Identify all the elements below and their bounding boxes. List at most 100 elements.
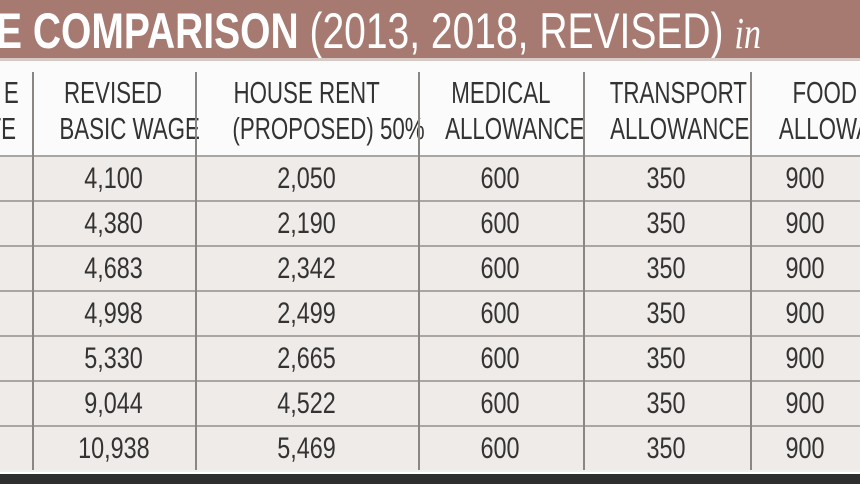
column-header-line1: MEDICAL — [450, 75, 551, 110]
cell-value: 350 — [646, 252, 687, 285]
column-header: ETE — [0, 75, 32, 147]
column-divider — [583, 72, 585, 470]
cell-value: 5,330 — [84, 342, 143, 375]
table-cell: 10,938 — [32, 431, 195, 467]
column-header: REVISED BASIC WAGE — [32, 75, 200, 147]
cell-value: 350 — [646, 297, 687, 330]
table-cell: 600 — [418, 431, 583, 467]
cell-value: 2,190 — [277, 207, 336, 240]
column-header-line2: ALLOWA — [778, 111, 860, 146]
table-row: 4,100 2,050 600 350 900 — [0, 155, 860, 200]
table-cell: 2,050 — [195, 161, 418, 197]
cell-value: 600 — [480, 252, 521, 285]
cell-value: 600 — [480, 162, 521, 195]
column-header-line2: ALLOWANCE — [445, 111, 585, 146]
cell-value: 4,998 — [84, 297, 143, 330]
cell-value: 2,342 — [277, 252, 336, 285]
cell-value: 600 — [480, 387, 521, 420]
cell-value: 900 — [785, 162, 825, 195]
column-header-line2: ALLOWANCE — [610, 111, 750, 146]
title-years: (2013, 2018, REVISED) — [309, 3, 724, 58]
table-cell: 5,469 — [195, 431, 418, 467]
column-header-line1: TRANSPORT — [609, 75, 747, 110]
table-cell: 600 — [418, 251, 583, 287]
cell-value: 350 — [646, 387, 687, 420]
table-row: 5,330 2,665 600 350 900 — [0, 335, 860, 380]
table-cell: 9,044 — [32, 386, 195, 422]
table-cell: 5,330 — [32, 341, 195, 377]
column-header-line1: FOOD — [792, 75, 858, 110]
column-header-line1: REVISED — [64, 75, 163, 110]
table-cell: 4,380 — [32, 206, 195, 242]
bottom-bar — [0, 472, 860, 484]
cell-value: 600 — [480, 342, 521, 375]
table-cell: 350 — [583, 206, 750, 242]
table-cell: 350 — [583, 431, 750, 467]
table-cell: 900 — [750, 206, 860, 242]
table-cell: 2,190 — [195, 206, 418, 242]
cell-value: 4,100 — [84, 162, 143, 195]
cell-value: 2,665 — [277, 342, 336, 375]
table-row: 4,683 2,342 600 350 900 — [0, 245, 860, 290]
table-cell: 4,100 — [32, 161, 195, 197]
cell-value: 900 — [785, 432, 825, 465]
table-cell: 900 — [750, 161, 860, 197]
table-title: E COMPARISON (2013, 2018, REVISED) in — [0, 0, 860, 58]
table-cell: 4,522 — [195, 386, 418, 422]
column-divider — [32, 72, 34, 470]
cell-value: 900 — [785, 252, 825, 285]
cell-value: 4,683 — [84, 252, 143, 285]
table-cell: 4,998 — [32, 296, 195, 332]
cell-value: 350 — [646, 432, 687, 465]
cell-value: 2,499 — [277, 297, 336, 330]
cell-value: 900 — [785, 207, 825, 240]
column-divider — [750, 72, 752, 470]
table-cell: 900 — [750, 386, 860, 422]
table-cell: 350 — [583, 341, 750, 377]
table-cell: 600 — [418, 386, 583, 422]
table-cell: 900 — [750, 431, 860, 467]
cell-value: 5,469 — [277, 432, 336, 465]
cell-value: 9,044 — [84, 387, 143, 420]
column-header: HOUSE RENT (PROPOSED) 50% — [195, 75, 424, 147]
table-cell: 900 — [750, 296, 860, 332]
column-header-line2: BASIC WAGE — [59, 111, 200, 146]
table-cell: 600 — [418, 206, 583, 242]
cell-value: 4,380 — [84, 207, 143, 240]
column-header: TRANSPORT ALLOWANCE — [583, 75, 750, 147]
table-cell: 350 — [583, 251, 750, 287]
table-cell: 350 — [583, 161, 750, 197]
table-cell: 2,499 — [195, 296, 418, 332]
column-header-line2: TE — [0, 111, 17, 146]
cell-value: 350 — [646, 342, 687, 375]
column-header-line2: (PROPOSED) 50% — [232, 111, 425, 146]
column-header: FOODALLOWA — [750, 75, 860, 147]
title-italic: in — [734, 9, 762, 58]
cell-value: 900 — [785, 342, 825, 375]
cell-value: 900 — [785, 387, 825, 420]
column-header-line1: HOUSE RENT — [233, 75, 380, 110]
cell-value: 10,938 — [77, 432, 150, 465]
table-cell: 350 — [583, 296, 750, 332]
cell-value: 600 — [480, 432, 521, 465]
table-cell: 2,342 — [195, 251, 418, 287]
title-bold: E COMPARISON — [0, 3, 299, 58]
table-cell: 350 — [583, 386, 750, 422]
table-row: 4,998 2,499 600 350 900 — [0, 290, 860, 335]
table-cell: 600 — [418, 341, 583, 377]
table-row: 10,938 5,469 600 350 900 — [0, 425, 860, 470]
cell-value: 900 — [785, 297, 825, 330]
column-header-line1: E — [4, 75, 20, 110]
cell-value: 350 — [646, 162, 687, 195]
table-cell: 600 — [418, 296, 583, 332]
table-cell: 2,665 — [195, 341, 418, 377]
table-row: 9,044 4,522 600 350 900 — [0, 380, 860, 425]
table-cell: 900 — [750, 251, 860, 287]
table-cell: 900 — [750, 341, 860, 377]
cell-value: 4,522 — [277, 387, 336, 420]
table-cell: 4,683 — [32, 251, 195, 287]
cell-value: 2,050 — [277, 162, 336, 195]
cell-value: 600 — [480, 297, 521, 330]
table-row: 4,380 2,190 600 350 900 — [0, 200, 860, 245]
